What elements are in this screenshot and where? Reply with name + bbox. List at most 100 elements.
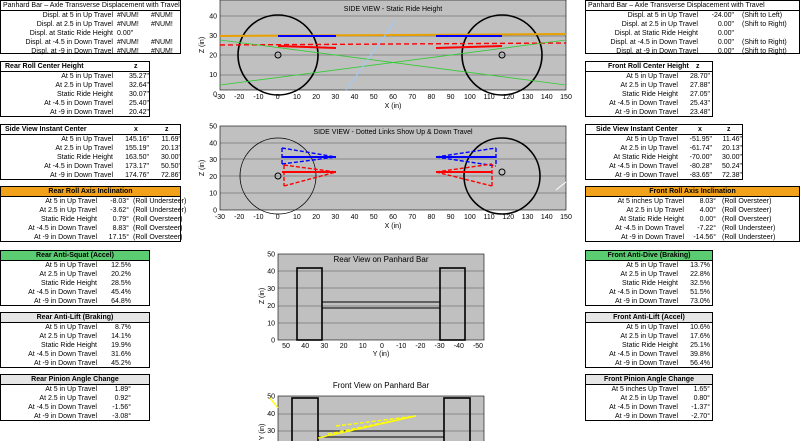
table-row: At -9 in Down Travel -2.70° (586, 412, 712, 421)
x-tick-label: 30 (331, 94, 339, 101)
cell-x: 163.50" (125, 154, 149, 161)
left-tire (296, 267, 323, 341)
x-tick-label: -30 (435, 343, 445, 350)
rear-panhard-table: Panhard Bar – Axle Transverse Displaceme… (0, 0, 181, 56)
x-tick-label: 60 (389, 214, 397, 221)
cell-n: (Roll Oversteer) (133, 234, 183, 241)
rear-anti-squat-table: Rear Anti-Squat (Accel) At 5 in Up Trave… (0, 250, 150, 306)
cell-v: 0.00" (717, 21, 734, 28)
y-tick-label: 10 (267, 320, 275, 327)
cell-label: At -9 in Down Travel (33, 234, 97, 241)
cell-label: Static Ride Height (40, 216, 97, 223)
rear-anti-lift-title: Rear Anti-Lift (Braking) (1, 313, 149, 323)
cell-label: At -9 in Down Travel (614, 360, 678, 367)
cell-v: -24.00" (711, 12, 734, 19)
cell-n: (Shift to Right) (742, 48, 787, 55)
table-row: At 5 inches Up Travel 1.65° (586, 385, 712, 394)
cell-v1: #NUM! (117, 21, 139, 28)
right-tire (443, 397, 471, 441)
cell-v2: #NUM! (151, 12, 173, 19)
cell-label: At -9 in Down Travel (49, 109, 113, 116)
cell-label: Static Ride Height (621, 342, 678, 349)
x-tick-label: 90 (447, 214, 455, 221)
cell-label: At -4.5 in Down Travel (609, 163, 678, 170)
table-row: At Static Ride Height -70.00" 30.00" (586, 153, 742, 162)
front-roll-axis-table: Front Roll Axis Inclination At 5 inches … (585, 186, 800, 242)
cell-label: At -4.5 in Down Travel (28, 225, 97, 232)
cell-label: At -9 in Down Travel (614, 298, 678, 305)
cell-v: 28.5% (111, 280, 131, 287)
table-row: At -4.5 in Down Travel 8.83° (Roll Overste… (1, 224, 183, 233)
table-row: At -9 in Down Travel -83.65" 72.38" (586, 171, 742, 180)
cell-v: -3.62° (110, 207, 129, 214)
cell-label: At 5 in Up Travel (626, 136, 678, 143)
x-tick-label: 70 (408, 94, 416, 101)
rear-roll-center-header: Rear Roll Center Height z (1, 62, 149, 72)
cell-label: At 5 inches Up Travel (617, 198, 684, 205)
x-tick-label: 0 (276, 94, 280, 101)
y-tick-label: 40 (209, 140, 217, 147)
cell-v: 25.1% (690, 342, 710, 349)
cell-v: 51.5% (690, 289, 710, 296)
x-tick-label: 0 (380, 343, 384, 350)
cell-v: 0.00" (717, 39, 734, 46)
front-wheel (463, 137, 541, 215)
cell-z: 11.69" (161, 136, 181, 143)
cell-n: (Roll Oversteer) (133, 225, 183, 232)
table-row: Displ. at -9 in Down Travel #NUM! #NUM! (1, 47, 180, 56)
table-row: Static Ride Height 27.05" (586, 90, 712, 99)
x-tick-label: 20 (312, 94, 320, 101)
y-tick-label: 30 (209, 157, 217, 164)
cell-label: At -9 in Down Travel (33, 360, 97, 367)
cell-v: 27.05" (689, 91, 710, 98)
cell-v: 19.9% (111, 342, 131, 349)
cell-label: At 2.5 in Up Travel (620, 333, 678, 340)
table-row: At 5 in Up Travel 10.6% (586, 323, 712, 332)
table-row: At -9 in Down Travel 20.42" (1, 108, 149, 117)
cell-label: At 2.5 in Up Travel (620, 82, 678, 89)
cell-label: Static Ride Height (40, 342, 97, 349)
cell-label: At -4.5 in Down Travel (28, 404, 97, 411)
table-row: Displ. at 5 in Up Travel #NUM! #NUM! (1, 11, 180, 20)
cell-label: At 2.5 in Up Travel (55, 145, 113, 152)
cell-label: At -9 in Down Travel (33, 298, 97, 305)
cell-v: 8.03° (699, 198, 716, 205)
table-row: At 5 in Up Travel 35.27" (1, 72, 149, 81)
table-row: At -4.5 in Down Travel 31.6% (1, 350, 149, 359)
front-anti-lift-table: Front Anti-Lift (Accel) At 5 in Up Trave… (585, 312, 713, 368)
x-tick-label: -10 (396, 343, 406, 350)
cell-v: 23.48" (689, 109, 710, 116)
table-row: At -9 in Down Travel 17.15° (Roll Overstee… (1, 233, 183, 242)
x-tick-label: 140 (541, 214, 553, 221)
cell-v: 0.00° (699, 216, 716, 223)
cell-label: At -9 in Down Travel (33, 413, 97, 420)
cell-label: At 5 in Up Travel (626, 324, 678, 331)
table-row: Displ. at 2.5 in Up Travel 0.00" (Shift to… (586, 20, 799, 29)
y-axis-label: Z (in) (199, 160, 206, 176)
cell-label: At 5 in Up Travel (45, 324, 97, 331)
table-row: At 2.5 in Up Travel -61.74" 20.13" (586, 144, 742, 153)
table-row: At 5 in Up Travel 145.16" 11.69" (1, 135, 181, 144)
cell-x: 173.17" (125, 163, 149, 170)
cell-v: 8.83° (112, 225, 129, 232)
x-tick-label: 20 (340, 343, 348, 350)
x-tick-label: -50 (473, 343, 483, 350)
rear-wheel (237, 14, 319, 96)
table-row: At 5 in Up Travel 13.7% (586, 261, 712, 270)
cell-v: 1.65° (693, 386, 710, 393)
x-tick-label: -30 (215, 94, 225, 101)
col-z: z (134, 63, 138, 70)
table-row: At -4.5 in Down Travel -7.22° (Roll Unders… (586, 224, 799, 233)
left-tire (291, 397, 319, 441)
cell-label: Static Ride Height (40, 280, 97, 287)
cell-n: (Shift to Right) (742, 21, 787, 28)
cell-label: Static Ride Height (621, 91, 678, 98)
rear-roll-center-title: Rear Roll Center Height (5, 63, 84, 70)
gridlines (220, 142, 566, 194)
x-tick-label: 70 (408, 214, 416, 221)
cell-label: At Static Ride Height (619, 216, 684, 223)
cell-v: 0.00" (717, 48, 734, 55)
cell-label: At 2.5 in Up Travel (620, 271, 678, 278)
cell-v: 30.07" (128, 91, 149, 98)
front-panhard-title: Panhard Bar – Axle Transverse Displaceme… (586, 1, 799, 11)
